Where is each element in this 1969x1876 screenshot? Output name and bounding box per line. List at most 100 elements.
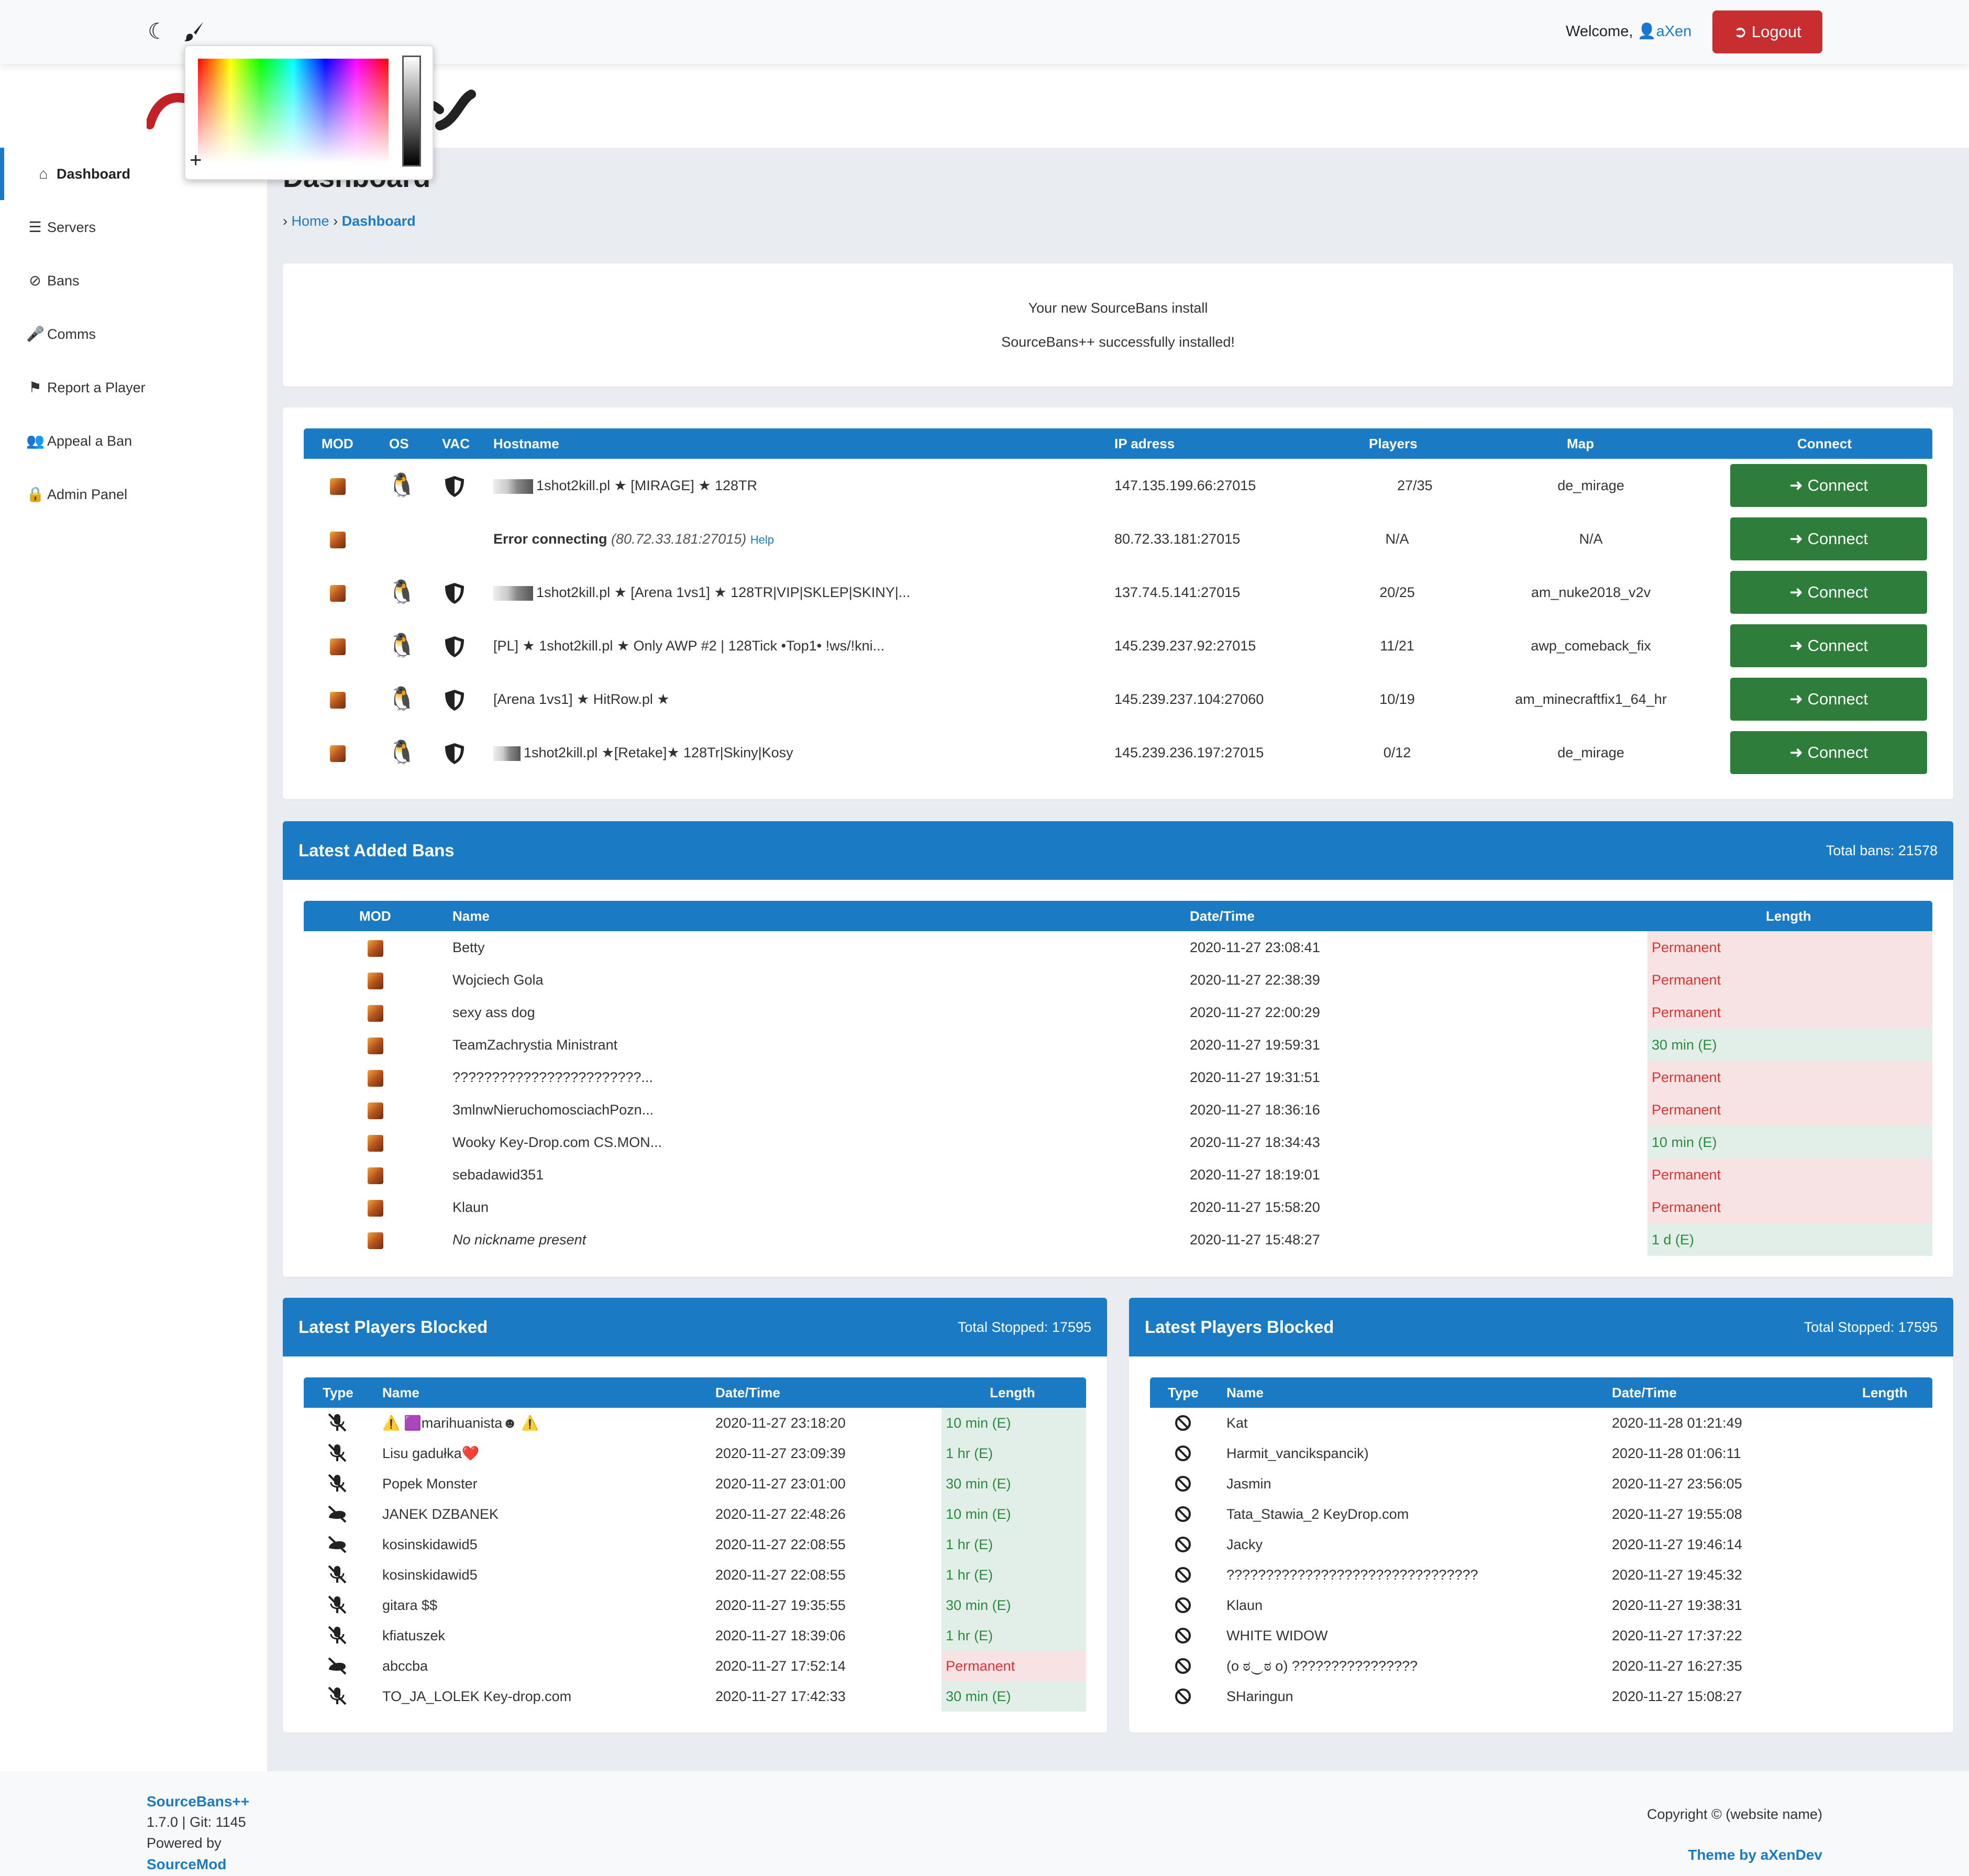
breadcrumb-current[interactable]: Dashboard — [341, 213, 416, 229]
blocked-row[interactable]: Jasmin 2020-11-27 23:56:05 — [1150, 1469, 1932, 1499]
paintbrush-icon[interactable] — [182, 20, 205, 43]
blocked-name[interactable]: Kat — [1226, 1415, 1248, 1431]
ban-name[interactable]: sexy ass dog — [452, 1005, 535, 1020]
blocked-row[interactable]: (o ಠ‿ಠ o) ???????????????? 2020-11-27 16:… — [1150, 1651, 1932, 1681]
blocked-date: 2020-11-27 19:38:31 — [1612, 1597, 1742, 1613]
blocked-row[interactable]: ???????????????????????????????? 2020-11-… — [1150, 1560, 1932, 1590]
ban-name[interactable]: Wojciech Gola — [452, 972, 544, 988]
ban-row[interactable]: Wojciech Gola 2020-11-27 22:38:39 Permanen… — [304, 964, 1932, 996]
connect-button[interactable]: ➜ Connect — [1730, 678, 1927, 721]
sidebar-item-bans[interactable]: ⊘ Bans — [0, 255, 267, 307]
breadcrumb-home[interactable]: Home — [291, 213, 329, 229]
blocked-name[interactable]: kfiatuszek — [382, 1628, 446, 1643]
blocked-row[interactable]: TO_JA_LOLEK Key-drop.com 2020-11-27 17:42… — [304, 1681, 1086, 1712]
server-row[interactable]: 🐧 1shot2kill.pl ★[Retake]★ 128Tr|Skiny|K… — [304, 726, 1932, 779]
blocked-row[interactable]: Popek Monster 2020-11-27 23:01:00 30 min (… — [304, 1469, 1086, 1499]
blocked-name[interactable]: Popek Monster — [382, 1476, 478, 1492]
blocked-name[interactable]: Klaun — [1226, 1597, 1263, 1613]
ban-name[interactable]: ????????????????????????... — [452, 1069, 653, 1085]
csgo-mod-icon — [330, 619, 346, 672]
server-row[interactable]: 🐧 [Arena 1vs1] ★ HitRow.pl ★ 145.239.237… — [304, 672, 1932, 726]
help-link[interactable]: Help — [750, 533, 775, 546]
connect-button[interactable]: ➜ Connect — [1730, 517, 1927, 560]
ban-name[interactable]: Wooky Key-Drop.com CS.MON... — [452, 1134, 662, 1150]
connect-button[interactable]: ➜ Connect — [1730, 571, 1927, 614]
blocked-name[interactable]: ???????????????????????????????? — [1226, 1567, 1478, 1583]
ban-name[interactable]: 3mlnwNieruchomosciachPozn... — [452, 1102, 654, 1118]
footer-brand-link[interactable]: SourceBans++ — [147, 1793, 250, 1809]
blocked-name[interactable]: abccba — [382, 1658, 428, 1674]
blocked-row[interactable]: abccba 2020-11-27 17:52:14 Permanent — [304, 1651, 1086, 1681]
blocked-row[interactable]: gitara $$ 2020-11-27 19:35:55 30 min (E) — [304, 1590, 1086, 1620]
connect-button[interactable]: ➜ Connect — [1730, 624, 1927, 667]
blocked-name[interactable]: Tata_Stawia_2 KeyDrop.com — [1226, 1506, 1409, 1522]
blocked-name[interactable]: ⚠️ 🟪marihuanista☻ ⚠️ — [382, 1415, 539, 1431]
ban-name[interactable]: sebadawid351 — [452, 1167, 544, 1183]
blocked-row[interactable]: Jacky 2020-11-27 19:46:14 — [1150, 1529, 1932, 1560]
sidebar-item-comms[interactable]: 🎤 Comms — [0, 308, 267, 360]
mute-icon — [327, 1442, 348, 1469]
server-row[interactable]: Error connecting (80.72.33.181:27015) He… — [304, 512, 1932, 566]
ban-name[interactable]: No nickname present — [452, 1232, 587, 1248]
sidebar-item-report[interactable]: ⚑ Report a Player — [0, 361, 267, 414]
color-picker-popup[interactable]: + — [184, 45, 434, 180]
blocked-row[interactable]: JANEK DZBANEK 2020-11-27 22:48:26 10 min (… — [304, 1499, 1086, 1529]
blocked-row[interactable]: kfiatuszek 2020-11-27 18:39:06 1 hr (E) — [304, 1620, 1086, 1651]
server-row[interactable]: 🐧 1shot2kill.pl ★ [MIRAGE] ★ 128TR 147.1… — [304, 459, 1932, 512]
blocked-name[interactable]: Lisu gadułka❤️ — [382, 1445, 480, 1461]
blocked-name[interactable]: SHaringun — [1226, 1689, 1293, 1704]
blocked-row[interactable]: Tata_Stawia_2 KeyDrop.com 2020-11-27 19:5… — [1150, 1499, 1932, 1529]
footer-theme-link[interactable]: Theme by aXenDev — [1688, 1847, 1822, 1863]
server-row[interactable]: 🐧 [PL] ★ 1shot2kill.pl ★ Only AWP #2 | 1… — [304, 619, 1932, 672]
blocked-row[interactable]: kosinskidawid5 2020-11-27 22:08:55 1 hr (E… — [304, 1560, 1086, 1590]
ban-row[interactable]: No nickname present 2020-11-27 15:48:27 1 … — [304, 1223, 1932, 1256]
blocked-name[interactable]: kosinskidawid5 — [382, 1537, 478, 1552]
moon-icon[interactable]: ☾ — [148, 19, 168, 43]
ban-row[interactable]: Betty 2020-11-27 23:08:41 Permanent — [304, 931, 1932, 964]
blocked-row[interactable]: Lisu gadułka❤️ 2020-11-27 23:09:39 1 hr (E… — [304, 1438, 1086, 1469]
blocked-row[interactable]: ⚠️ 🟪marihuanista☻ ⚠️ 2020-11-27 23:18:20 1… — [304, 1408, 1086, 1438]
ban-row[interactable]: sebadawid351 2020-11-27 18:19:01 Permanent — [304, 1158, 1932, 1191]
ban-row[interactable]: 3mlnwNieruchomosciachPozn... 2020-11-27 1… — [304, 1094, 1932, 1126]
ban-row[interactable]: Klaun 2020-11-27 15:58:20 Permanent — [304, 1191, 1932, 1223]
ban-row[interactable]: ????????????????????????... 2020-11-27 19… — [304, 1061, 1932, 1094]
sidebar-item-appeal[interactable]: 👥 Appeal a Ban — [0, 415, 267, 467]
blocked-name[interactable]: (o ಠ‿ಠ o) ???????????????? — [1226, 1658, 1418, 1674]
username-link[interactable]: aXen — [1656, 23, 1692, 40]
server-flag-icon — [493, 479, 533, 494]
sidebar-item-servers[interactable]: ☰ Servers — [0, 201, 267, 253]
total-bans: Total bans: 21578 — [1826, 843, 1938, 858]
connect-button[interactable]: ➜ Connect — [1730, 464, 1927, 507]
connect-button[interactable]: ➜ Connect — [1730, 731, 1927, 774]
brightness-slider[interactable] — [402, 56, 421, 167]
server-row[interactable]: 🐧 1shot2kill.pl ★ [Arena 1vs1] ★ 128TR|V… — [304, 566, 1932, 619]
logout-button[interactable]: ➲ Logout — [1712, 10, 1822, 53]
footer-sourcemod-link[interactable]: SourceMod — [147, 1856, 227, 1872]
sidebar-item-admin[interactable]: 🔒 Admin Panel — [0, 468, 267, 521]
ban-row[interactable]: Wooky Key-Drop.com CS.MON... 2020-11-27 1… — [304, 1126, 1932, 1158]
ban-name[interactable]: Betty — [452, 940, 485, 955]
sidebar-item-dashboard[interactable]: ⌂ Dashboard — [0, 148, 271, 200]
blocked-row[interactable]: SHaringun 2020-11-27 15:08:27 — [1150, 1681, 1932, 1712]
csgo-mod-icon — [368, 964, 383, 996]
blocked-row[interactable]: Klaun 2020-11-27 19:38:31 — [1150, 1590, 1932, 1620]
ban-name[interactable]: TeamZachrystia Ministrant — [452, 1037, 618, 1053]
blocked-row[interactable]: Kat 2020-11-28 01:21:49 — [1150, 1408, 1932, 1438]
blocked-name[interactable]: gitara $$ — [382, 1597, 438, 1613]
blocked-name[interactable]: Harmit_vancikspancik) — [1226, 1445, 1369, 1461]
blocked-row[interactable]: kosinskidawid5 2020-11-27 22:08:55 1 hr (E… — [304, 1529, 1086, 1560]
blocked-name[interactable]: TO_JA_LOLEK Key-drop.com — [382, 1689, 572, 1704]
color-picker-field[interactable] — [198, 59, 389, 163]
blocked-name[interactable]: kosinskidawid5 — [382, 1567, 478, 1583]
blocked-row[interactable]: Harmit_vancikspancik) 2020-11-28 01:06:11 — [1150, 1438, 1932, 1469]
blocked-name[interactable]: Jasmin — [1226, 1476, 1271, 1492]
vac-shield-icon — [444, 459, 465, 512]
blocked-name[interactable]: JANEK DZBANEK — [382, 1506, 499, 1522]
blocked-name[interactable]: Jacky — [1226, 1537, 1263, 1552]
blocked-row[interactable]: WHITE WIDOW 2020-11-27 17:37:22 — [1150, 1620, 1932, 1651]
ban-row[interactable]: TeamZachrystia Ministrant 2020-11-27 19:5… — [304, 1029, 1932, 1061]
ban-row[interactable]: sexy ass dog 2020-11-27 22:00:29 Permanent — [304, 996, 1932, 1029]
blocked-left-total: Total Stopped: 17595 — [957, 1319, 1091, 1335]
blocked-name[interactable]: WHITE WIDOW — [1226, 1628, 1328, 1643]
ban-name[interactable]: Klaun — [452, 1199, 489, 1215]
